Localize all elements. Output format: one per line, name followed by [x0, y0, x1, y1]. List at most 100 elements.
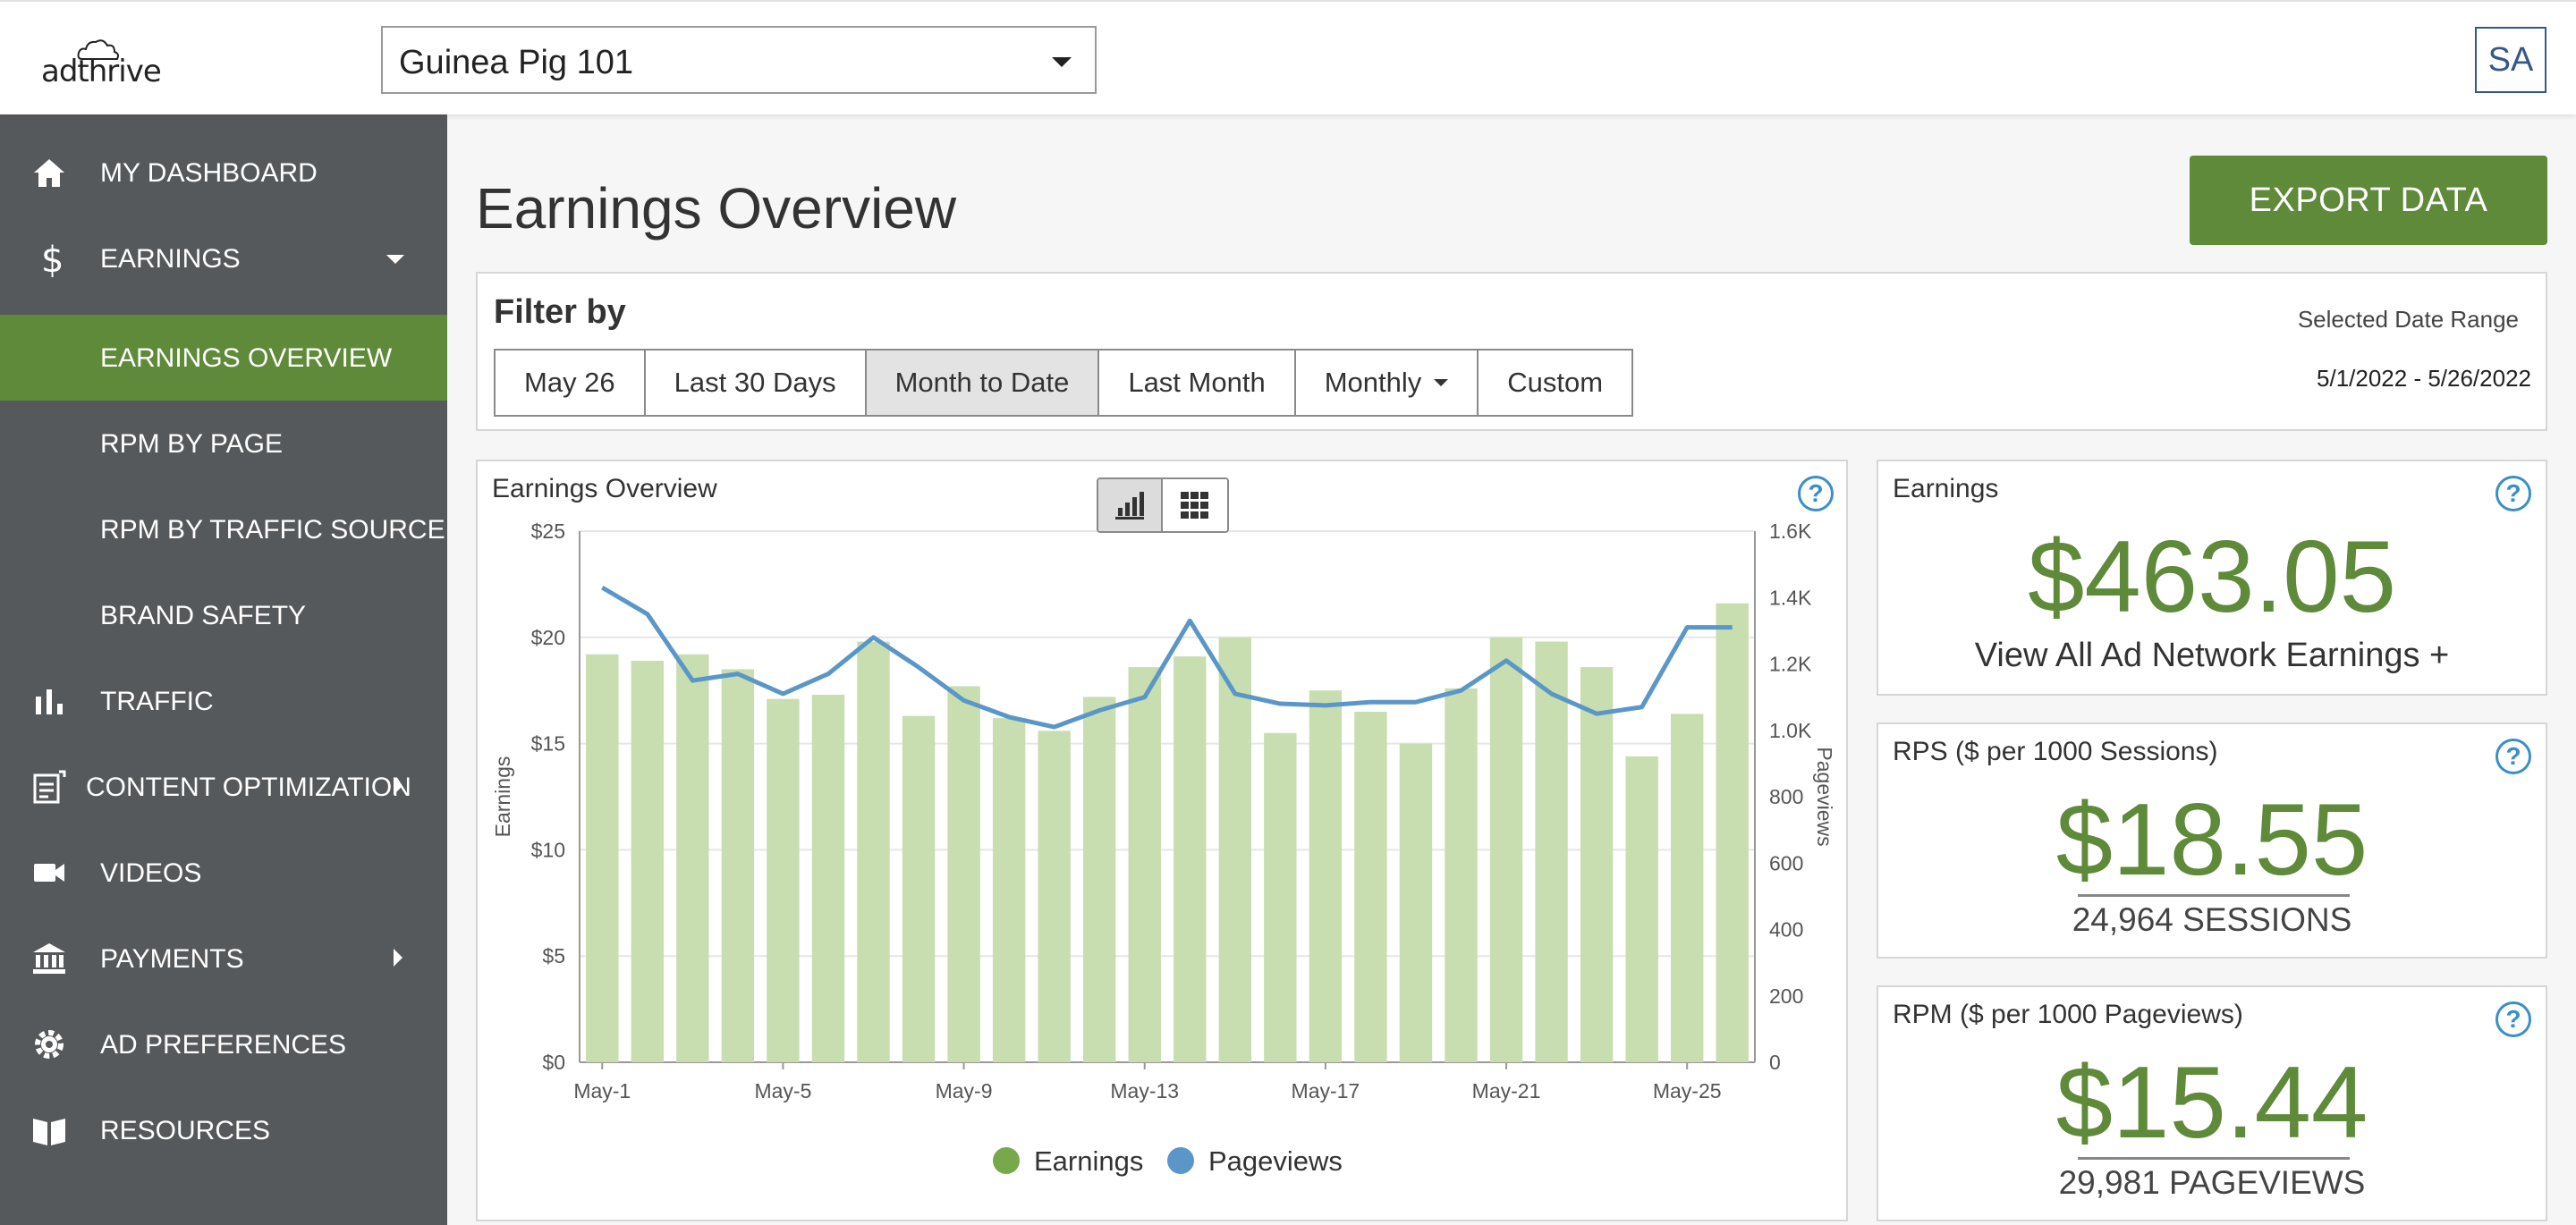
earnings-bar [1670, 714, 1704, 1062]
sidebar-item-my-dashboard[interactable]: MY DASHBOARD [0, 130, 447, 215]
date-range-label: Selected Date Range [2297, 306, 2519, 333]
earnings-bar [767, 698, 800, 1062]
filter-button-month-to-date[interactable]: Month to Date [866, 351, 1100, 415]
earnings-bar [1128, 667, 1161, 1062]
sidebar-item-payments[interactable]: PAYMENTS [0, 916, 447, 1001]
grid-icon [1181, 492, 1208, 519]
filter-button-label: Monthly [1324, 367, 1422, 398]
filter-button-last-30-days[interactable]: Last 30 Days [645, 351, 867, 415]
logo-text: adthrive [41, 54, 162, 89]
earnings-bar [1309, 690, 1343, 1062]
y-tick-label: $5 [542, 944, 565, 967]
filter-button-label: May 26 [524, 367, 615, 398]
sidebar-item-label: CONTENT OPTIMIZATION [86, 773, 411, 802]
pageviews-line [601, 585, 1733, 730]
sidebar-item-label: BRAND SAFETY [100, 601, 307, 630]
filter-button-custom[interactable]: Custom [1479, 351, 1632, 415]
earnings-bar [1716, 603, 1749, 1062]
earnings-bar [676, 654, 709, 1062]
view-all-earnings-link[interactable]: View All Ad Network Earnings + [1974, 637, 2450, 674]
sidebar-item-label: VIDEOS [100, 858, 202, 888]
chevron-down-icon [1434, 379, 1449, 386]
sidebar-item-earnings-overview[interactable]: EARNINGS OVERVIEW [0, 315, 447, 401]
sidebar-item-traffic[interactable]: TRAFFIC [0, 658, 447, 744]
earnings-bar [1264, 732, 1297, 1062]
y-tick-label: $20 [531, 626, 565, 649]
bar-chart-icon [1115, 492, 1144, 520]
divider [2078, 894, 2350, 897]
x-tick-label: May-5 [754, 1079, 811, 1102]
adthrive-logo[interactable]: adthrive [41, 36, 166, 89]
rps-card: RPS ($ per 1000 Sessions) ? $18.55 24,96… [1877, 722, 2547, 959]
export-data-button[interactable]: EXPORT DATA [2190, 156, 2547, 245]
home-icon [34, 159, 64, 187]
filter-button-may-26[interactable]: May 26 [496, 351, 646, 415]
sessions-count: 24,964 SESSIONS [2072, 901, 2352, 938]
earnings-chart-panel: $0 $5 $10 $15 $20 $25 0 200 400 600 800 1.0K 1.2K 1.4… [476, 460, 1848, 1221]
sidebar-item-rpm-by-page[interactable]: RPM BY PAGE [0, 401, 447, 486]
sidebar-item-brand-safety[interactable]: BRAND SAFETY [0, 572, 447, 658]
earnings-bar [1445, 688, 1478, 1062]
sidebar: MY DASHBOARD $ EARNINGS EARNINGS OVERVIE… [0, 114, 447, 1225]
filter-button-last-month[interactable]: Last Month [1099, 351, 1296, 415]
divider [2078, 1157, 2350, 1160]
gear-icon [35, 1030, 64, 1059]
earnings-card-title: Earnings [1893, 474, 1999, 503]
table-view-button[interactable] [1163, 479, 1227, 531]
x-tick-label: May-17 [1292, 1079, 1360, 1102]
pageviews-count: 29,981 PAGEVIEWS [2058, 1164, 2366, 1201]
earnings-bar [1218, 637, 1252, 1062]
bar-chart-icon [36, 689, 63, 714]
filter-dropdown-monthly[interactable]: Monthly [1295, 351, 1479, 415]
x-tick-label: May-13 [1110, 1079, 1179, 1102]
sidebar-item-ad-preferences[interactable]: AD PREFERENCES [0, 1001, 447, 1087]
earnings-bar [992, 718, 1026, 1062]
video-camera-icon [34, 864, 64, 882]
earnings-bar [1580, 667, 1614, 1062]
legend-marker-pageviews [1167, 1147, 1194, 1174]
sidebar-item-label: PAYMENTS [100, 944, 244, 974]
user-avatar[interactable]: SA [2475, 27, 2546, 93]
sidebar-item-content-optimization[interactable]: CONTENT OPTIMIZATION [0, 744, 447, 830]
y-tick-label: $0 [542, 1051, 565, 1074]
earnings-bar [811, 694, 845, 1062]
earnings-bar [1038, 731, 1071, 1062]
y2-tick-label: 400 [1769, 918, 1803, 942]
sidebar-item-earnings[interactable]: $ EARNINGS [0, 215, 447, 301]
site-select-value: Guinea Pig 101 [399, 44, 633, 81]
y2-tick-label: 600 [1769, 851, 1803, 874]
date-range-value: 5/1/2022 - 5/26/2022 [2317, 365, 2531, 392]
help-icon[interactable]: ? [2496, 739, 2531, 774]
help-icon[interactable]: ? [2496, 476, 2531, 511]
dollar-icon: $ [41, 240, 64, 277]
earnings-bar [857, 641, 890, 1062]
top-bar: adthrive Guinea Pig 101 SA [0, 0, 2576, 114]
sidebar-item-rpm-by-traffic-source[interactable]: RPM BY TRAFFIC SOURCE [0, 486, 447, 572]
filter-button-label: Custom [1507, 367, 1604, 398]
x-tick-label: May-21 [1472, 1079, 1541, 1102]
book-icon [33, 1119, 65, 1145]
x-tick-label: May-25 [1653, 1079, 1722, 1102]
help-icon[interactable]: ? [2496, 1001, 2531, 1037]
filter-button-label: Last 30 Days [674, 367, 836, 398]
y2-tick-label: 1.4K [1769, 586, 1812, 609]
y-tick-label: $15 [531, 732, 565, 756]
filter-title: Filter by [494, 293, 626, 331]
site-select[interactable]: Guinea Pig 101 [381, 26, 1097, 94]
earnings-bar [1399, 743, 1433, 1062]
earnings-bar [586, 654, 619, 1062]
filter-button-label: Last Month [1128, 367, 1266, 398]
sidebar-item-videos[interactable]: VIDEOS [0, 830, 447, 916]
earnings-bar [1354, 711, 1387, 1062]
chart-view-button[interactable] [1098, 479, 1163, 531]
sidebar-item-resources[interactable]: RESOURCES [0, 1087, 447, 1173]
svg-text:$: $ [41, 240, 64, 277]
help-icon[interactable]: ? [1798, 476, 1834, 511]
y-axis-title: Earnings [491, 756, 514, 838]
chevron-right-icon [394, 777, 402, 795]
earnings-bar [1625, 756, 1658, 1062]
edit-doc-icon [33, 770, 66, 804]
sidebar-item-label: EARNINGS OVERVIEW [100, 343, 393, 373]
sidebar-item-label: RPM BY TRAFFIC SOURCE [100, 515, 445, 545]
chevron-down-icon [386, 255, 404, 264]
